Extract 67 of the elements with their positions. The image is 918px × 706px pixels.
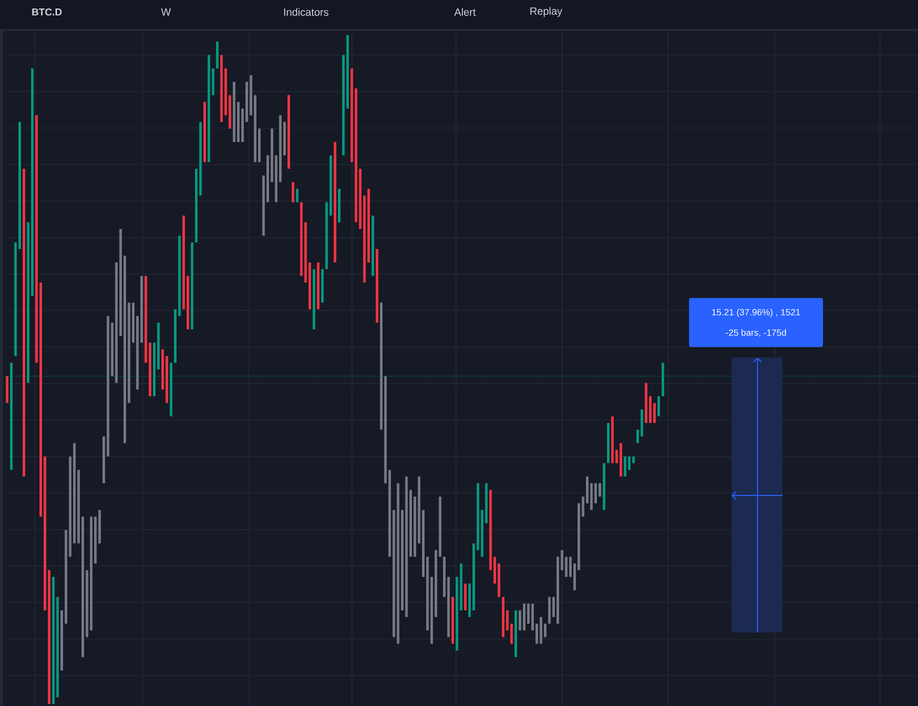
candlestick: [372, 216, 374, 276]
candlestick: [334, 142, 336, 262]
candlestick: [346, 34, 349, 109]
candlestick: [6, 376, 8, 403]
text: Replay: [530, 7, 562, 17]
candlestick: [624, 456, 626, 477]
candlestick: [254, 95, 256, 162]
text: Indicators: [284, 8, 328, 16]
candlestick: [52, 576, 55, 704]
candlestick: [451, 596, 454, 644]
candlestick: [460, 563, 462, 610]
candlestick: [342, 55, 345, 156]
candlestick: [644, 382, 648, 423]
candlestick: [212, 68, 214, 96]
candlestick: [312, 269, 316, 330]
candlestick: [203, 102, 206, 162]
candlestick: [396, 483, 400, 644]
candlestick: [98, 510, 101, 544]
text: Alert: [454, 8, 476, 16]
candlestick: [594, 483, 597, 504]
candlestick: [376, 249, 378, 323]
candlestick: [540, 617, 542, 644]
candlestick: [283, 122, 286, 156]
candlestick: [316, 262, 320, 310]
candlestick: [657, 396, 660, 416]
candlestick: [548, 596, 551, 624]
candlestick: [350, 68, 354, 162]
candlestick: [367, 188, 370, 262]
candlestick: [22, 168, 26, 477]
candlestick: [620, 443, 622, 477]
candlestick: [115, 262, 118, 383]
candlestick: [602, 463, 606, 510]
text: 15.21 (37.96%) , 1521: [712, 308, 800, 318]
candlestick: [232, 82, 236, 142]
chart-title: BTC.D: [32, 8, 62, 16]
candlestick: [292, 182, 294, 202]
candlestick: [128, 302, 130, 403]
candlestick: [56, 596, 59, 698]
candlestick: [321, 269, 324, 303]
candlestick: [606, 423, 610, 464]
candlestick: [288, 95, 290, 169]
candlestick: [569, 556, 572, 577]
text: -25 bars, -175d: [726, 329, 786, 337]
candlestick: [220, 55, 223, 122]
candlestick: [90, 516, 92, 630]
candlestick: [296, 188, 298, 202]
candlestick: [338, 188, 340, 222]
candlestick: [611, 416, 614, 464]
candlestick: [518, 610, 522, 630]
text: W: [161, 8, 171, 16]
candlestick: [502, 596, 504, 638]
candlestick: [148, 342, 152, 396]
candlestick: [190, 242, 194, 330]
candlestick: [144, 276, 148, 363]
candlestick: [409, 490, 412, 557]
candlestick: [300, 202, 303, 276]
candlestick: [522, 604, 526, 630]
candlestick: [464, 584, 467, 610]
candlestick: [456, 576, 458, 650]
candlestick: [208, 55, 210, 162]
candlestick: [405, 476, 408, 618]
candlestick: [514, 610, 518, 658]
candlestick: [48, 570, 50, 704]
candlestick: [438, 496, 442, 557]
candlestick: [510, 624, 513, 644]
candlestick: [216, 42, 219, 68]
candlestick: [140, 276, 143, 343]
